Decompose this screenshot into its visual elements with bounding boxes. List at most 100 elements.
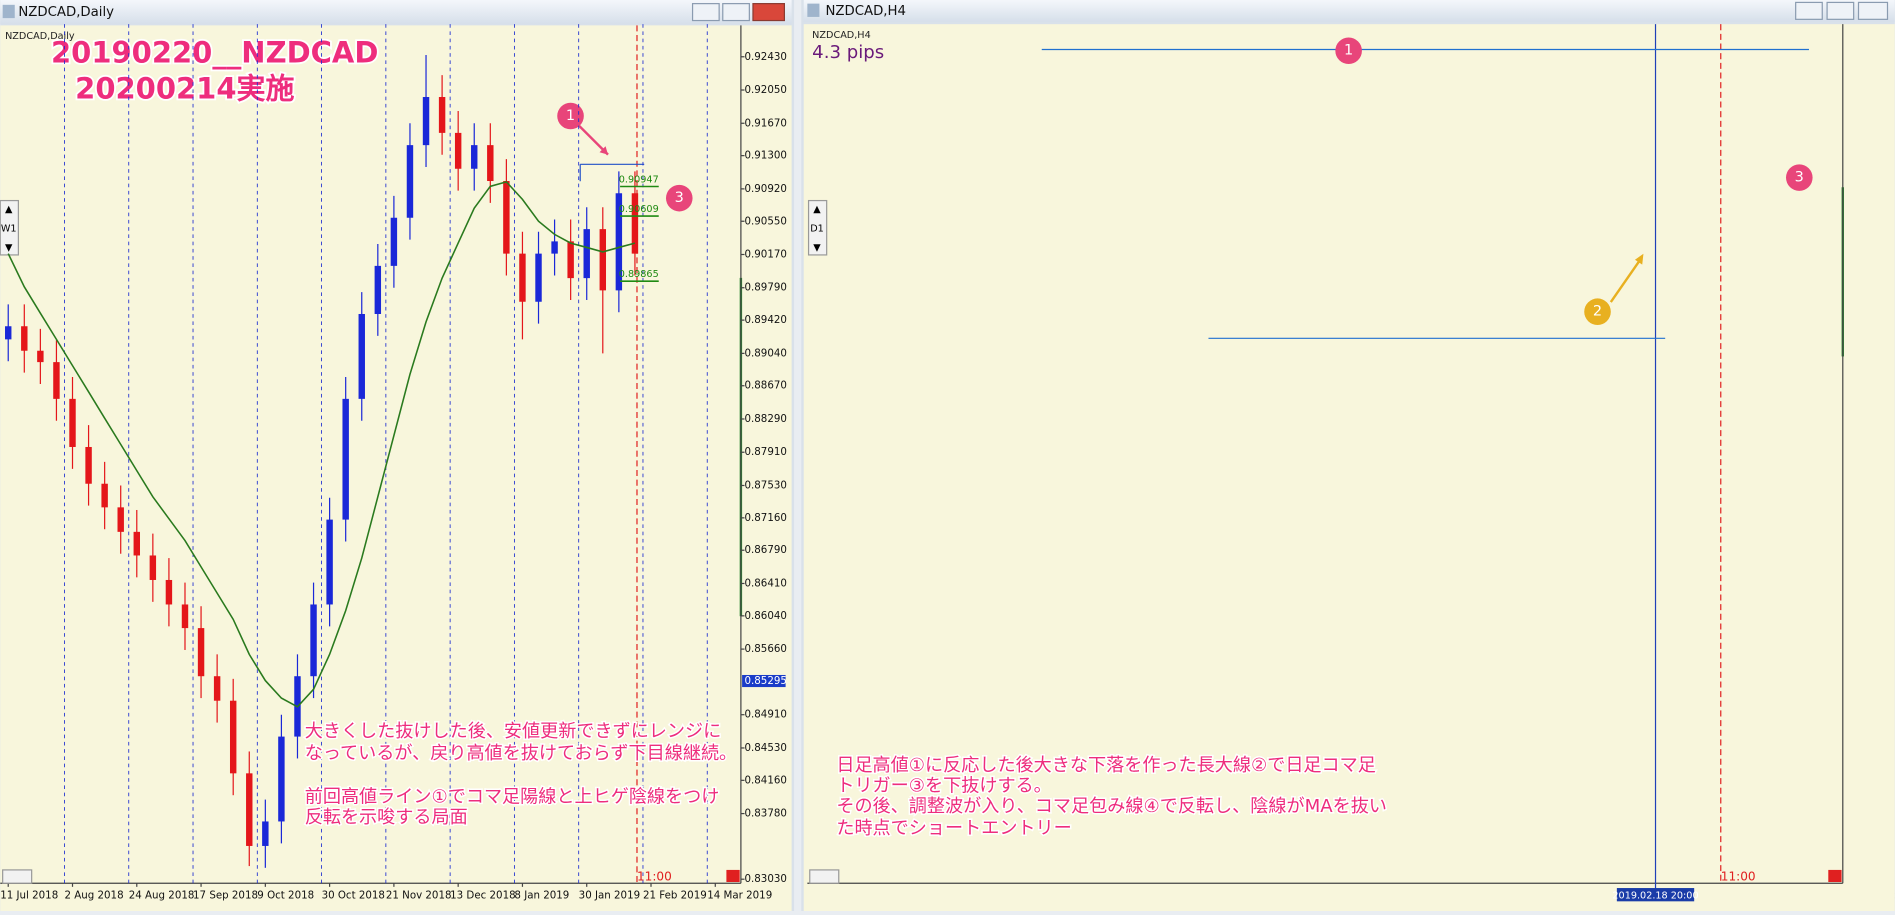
y-tick-label: 0.83030 [745,873,787,885]
candle-body [358,313,365,399]
window-buttons[interactable] [691,3,785,22]
arrow-head [1634,253,1644,265]
candle-body [454,132,462,169]
level-label: 0.90609 [619,204,659,215]
tool-icons[interactable] [809,869,840,884]
y-tick-label: 0.90170 [745,248,787,260]
x-tick-label: 14 Mar 2019 [707,889,772,901]
marker [1786,164,1813,191]
cursor-time: 2019.02.18 20:00 [1612,890,1698,901]
scroll-up[interactable]: ▲ [813,204,821,215]
title-bar [803,0,1895,22]
candle-body [117,507,124,532]
moving-average [7,180,636,708]
y-tick-label: 0.92430 [745,51,787,63]
tool-icons[interactable] [2,869,33,884]
y-tick-label: 0.91670 [745,117,787,129]
y-tick-label: 0.89420 [745,314,787,326]
y-tick-label: 0.91300 [745,150,787,162]
chart-label: NZDCAD,Daily [5,31,75,42]
candle-body [310,604,317,677]
marker-label: 3 [675,190,684,206]
y-tick-label: 0.88290 [745,413,787,425]
minimize-button[interactable] [691,3,720,22]
y-tick-label: 0.90920 [745,183,787,195]
x-tick-label: 24 Aug 2018 [129,889,195,901]
x-tick-label: 21 Feb 2019 [643,889,707,901]
autoscroll-icon[interactable] [1828,869,1842,883]
marker [1335,37,1362,65]
candle-body [278,736,285,822]
maximize-button[interactable] [722,3,750,22]
arrow [1609,257,1643,303]
note: 大きくした抜けした後、安値更新できずにレンジに [305,721,722,742]
candle-body [262,821,269,846]
candle-body [599,229,607,291]
timeframe-button[interactable]: D1 [810,223,824,234]
candle-body [133,531,140,556]
chart-area [803,24,1895,912]
x-tick-label: 2 Aug 2018 [64,889,123,901]
y-tick-label: 0.87910 [745,446,787,458]
candle-body [519,253,526,302]
autoscroll-icon[interactable] [726,869,740,883]
y-tick-label: 0.86040 [745,610,787,622]
candle-body [101,483,108,508]
candle-body [229,700,237,774]
marker [665,184,693,212]
chart-area [0,25,792,911]
price-box [742,674,786,688]
note: 日足高値①に反応した後大きな下落を作った長大線②で日足コマ足 [836,755,1376,776]
window-buttons[interactable] [1795,1,1889,20]
y-tick-label: 0.92050 [745,84,787,96]
y-tick-label: 0.87160 [745,512,787,524]
candle-body [631,193,639,254]
arrow-head [599,146,608,155]
note: トリガー③を下抜けする。 [836,776,1051,797]
level-label: 0.89865 [619,269,659,280]
y-tick-label: 0.87530 [745,479,787,491]
scroll-down[interactable]: ▼ [813,243,821,254]
y-tick-label: 0.88670 [745,380,787,392]
timeframe-button[interactable]: W1 [1,223,17,234]
chart-title: 20200214実施 [75,72,294,106]
scroll-up[interactable]: ▲ [5,204,13,215]
x-tick-label: 8 Jan 2019 [514,889,569,901]
side-panel[interactable] [807,199,828,256]
maximize-button[interactable] [1826,1,1855,20]
price-label: 0.85295 [745,675,787,687]
candle-body [390,217,398,266]
y-tick-label: 0.89040 [745,347,787,359]
note: なっているが、戻り高値を抜けておらず下目線継続。 [305,743,737,764]
close-button[interactable] [1857,1,1889,20]
time-marker: 11:00 [637,870,672,884]
candle-body [438,97,446,133]
x-tick-label: 30 Jan 2019 [579,889,640,901]
marker-label: 1 [566,108,575,124]
candle-body [406,145,414,218]
minimize-button[interactable] [1795,1,1823,20]
marker [557,102,584,130]
candle-body [5,326,12,340]
candle-body [53,362,60,399]
candle-body [374,265,382,314]
x-tick-label: 17 Sep 2018 [193,889,258,901]
candle-body [149,555,157,580]
level-label: 0.90947 [619,174,659,185]
scroll-down[interactable]: ▼ [5,243,13,254]
close-button[interactable] [752,3,785,22]
x-tick-label: 13 Dec 2018 [450,889,515,901]
candle-body [615,193,623,291]
y-tick-label: 0.84160 [745,774,787,786]
candle-body [551,241,558,254]
marker-label: 2 [1593,304,1602,320]
candle-body [422,97,430,146]
candle-body [567,241,574,279]
y-tick-label: 0.83780 [745,808,787,820]
note: 反転を示唆する局面 [305,807,468,828]
title-bar [0,0,792,25]
candle-body [535,253,542,302]
candle-body [21,326,28,351]
candle-body [165,579,173,605]
